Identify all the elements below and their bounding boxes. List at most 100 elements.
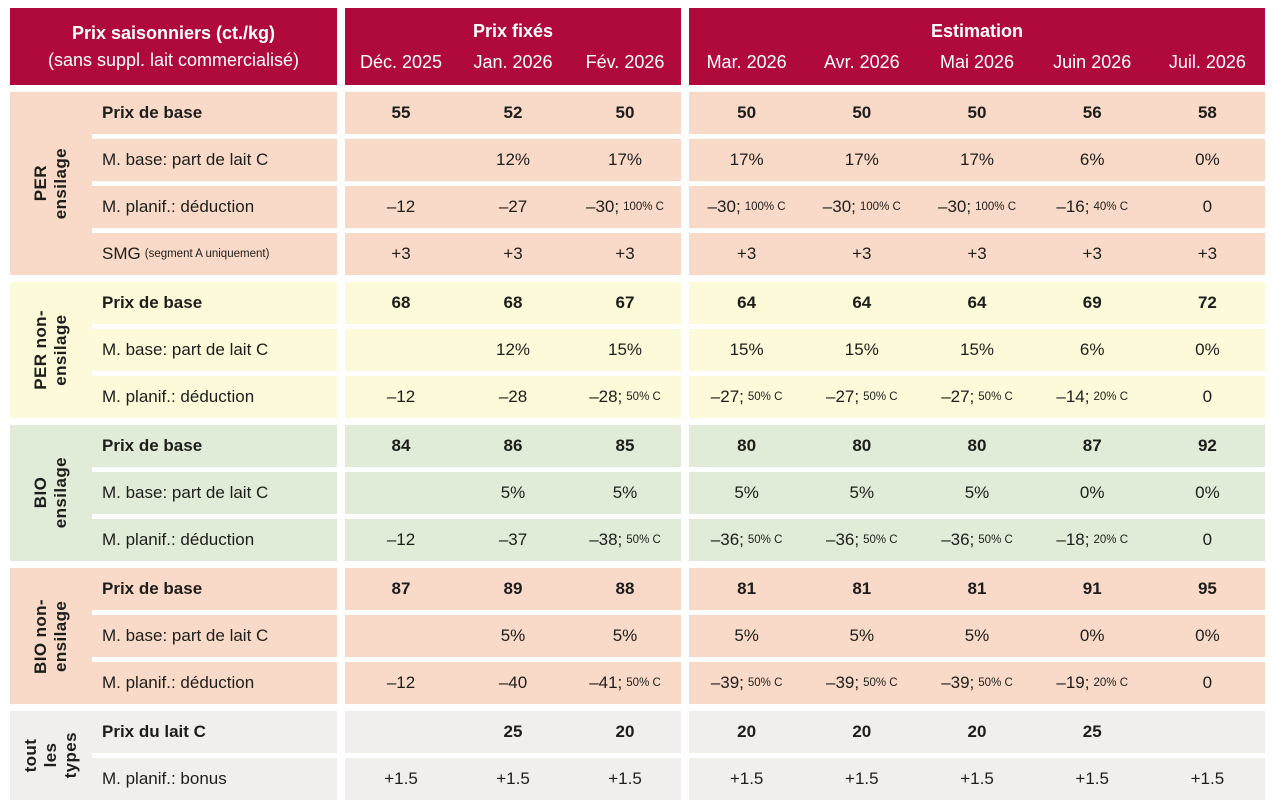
data-block-prix-fixes: +3 +3 +3: [345, 233, 681, 275]
value-suffix: 50% C: [747, 677, 783, 689]
data-cell: [345, 711, 457, 753]
table-row: M. planif.: bonus +1.5 +1.5 +1.5 +1.5 +1.5 +1.…: [92, 758, 1265, 800]
value-suffix: (segment A uniquement): [144, 248, 270, 260]
table-row: Prix de base 55 52 50 50 50 50 56 58: [92, 92, 1265, 134]
data-cell: –39; 50% C: [919, 662, 1034, 704]
table-row: M. base: part de lait C 5% 5% 5% 5% 5% 0% 0%: [92, 472, 1265, 514]
data-cell: 0%: [1079, 626, 1105, 645]
row-label: M. planif.: bonus: [92, 758, 337, 800]
data-block-estimation: 5% 5% 5% 0% 0%: [689, 615, 1265, 657]
data-block-prix-fixes: –12 –37 –38; 50% C: [345, 519, 681, 561]
row-label: Prix de base: [92, 425, 337, 467]
value-suffix: 20% C: [1093, 677, 1129, 689]
value-main: –27;: [941, 387, 975, 406]
value-main: –38;: [589, 530, 623, 549]
value-main: –39;: [825, 673, 860, 692]
data-block-estimation: 50 50 50 56 58: [689, 92, 1265, 134]
row-label: M. planif.: déduction: [92, 662, 337, 704]
row-group-per-ensilage: PER ensilage Prix de base 55 52 50 50 50 50 56 58…: [10, 92, 1265, 275]
table-row: M. base: part de lait C 5% 5% 5% 5% 5% 0% 0%: [92, 615, 1265, 657]
data-cell: +1.5: [960, 769, 994, 788]
data-cell: 20: [737, 722, 757, 741]
data-cell: 69: [1082, 293, 1102, 312]
value-main: –30;: [707, 197, 741, 216]
data-cell: +3: [391, 244, 411, 263]
data-cell: [345, 139, 457, 181]
data-cell: –39; 50% C: [804, 662, 919, 704]
data-cell: –12: [386, 197, 416, 216]
value-suffix: 50% C: [978, 677, 1013, 689]
data-cell: 68: [503, 293, 523, 312]
data-block-estimation: +3 +3 +3 +3 +3: [689, 233, 1265, 275]
value-suffix: 40% C: [1093, 201, 1129, 213]
value-main: –27;: [825, 387, 860, 406]
data-cell: –12: [386, 530, 416, 549]
estimation-months: Mar. 2026 Avr. 2026 Mai 2026 Juin 2026 Juil.…: [689, 45, 1265, 85]
data-cell: –27; 50% C: [804, 376, 919, 418]
month-header: Mar. 2026: [706, 51, 787, 72]
data-block-estimation: 80 80 80 87 92: [689, 425, 1265, 467]
data-block-prix-fixes: –12 –40 –41; 50% C: [345, 662, 681, 704]
row-group-label-box: PER non- ensilage: [10, 282, 92, 418]
value-suffix: 50% C: [863, 391, 898, 403]
data-cell: +3: [1197, 244, 1218, 263]
month-header: Juin 2026: [1053, 51, 1132, 72]
value-main: –39;: [941, 673, 975, 692]
data-block-prix-fixes: 55 52 50: [345, 92, 681, 134]
table-row: Prix du lait C 25 20 20 20 20 25: [92, 711, 1265, 753]
value-suffix: 100% C: [975, 201, 1017, 213]
data-cell: –41; 50% C: [569, 662, 681, 704]
data-cell: 0%: [1195, 483, 1220, 502]
data-cell: [345, 615, 457, 657]
data-cell: 5%: [734, 626, 759, 645]
value-main: –16;: [1056, 197, 1090, 216]
data-cell: 5%: [500, 483, 526, 502]
data-cell: 91: [1082, 579, 1102, 598]
data-cell: 80: [967, 436, 987, 455]
row-group-rows: Prix de base 84 86 85 80 80 80 87 92 M. base: par…: [92, 425, 1265, 561]
value-main: –19;: [1056, 673, 1090, 692]
data-cell: [345, 472, 457, 514]
value-suffix: 100% C: [859, 201, 901, 213]
data-cell: +1.5: [1075, 769, 1109, 788]
data-block-estimation: +1.5 +1.5 +1.5 +1.5 +1.5: [689, 758, 1265, 800]
data-cell: 12%: [495, 340, 531, 359]
data-block-estimation: 15% 15% 15% 6% 0%: [689, 329, 1265, 371]
data-cell: 5%: [612, 483, 638, 502]
data-cell: 17%: [607, 150, 643, 169]
table-subtitle: (sans suppl. lait commercialisé): [47, 50, 300, 70]
month-header: Juil. 2026: [1168, 51, 1246, 72]
data-cell: –36; 50% C: [919, 519, 1034, 561]
data-cell: 6%: [1079, 340, 1105, 359]
table-row: M. base: part de lait C 12% 17% 17% 17% 17% 6%…: [92, 139, 1265, 181]
data-cell: –39; 50% C: [689, 662, 804, 704]
data-cell: +3: [615, 244, 635, 263]
data-cell: +1.5: [845, 769, 879, 788]
month-header: Mai 2026: [939, 51, 1015, 72]
value-suffix: 100% C: [623, 201, 664, 213]
data-cell: 81: [737, 579, 757, 598]
data-cell: 88: [615, 579, 635, 598]
data-block-prix-fixes: 5% 5%: [345, 615, 681, 657]
data-cell: 81: [967, 579, 987, 598]
row-group-rows: Prix de base 55 52 50 50 50 50 56 58 M. base: par…: [92, 92, 1265, 275]
value-suffix: 50% C: [747, 534, 783, 546]
data-cell: 0: [1202, 530, 1213, 549]
table-row: Prix de base 84 86 85 80 80 80 87 92: [92, 425, 1265, 467]
row-group-rows: Prix de base 68 68 67 64 64 64 69 72 M. base: par…: [92, 282, 1265, 418]
data-cell: 0%: [1079, 483, 1105, 502]
data-cell: 6%: [1079, 150, 1105, 169]
row-label: M. base: part de lait C: [92, 139, 337, 181]
data-block-prix-fixes: +1.5 +1.5 +1.5: [345, 758, 681, 800]
data-cell: +1.5: [1190, 769, 1225, 788]
data-cell: –18; 20% C: [1035, 519, 1150, 561]
table-row: M. planif.: déduction –12 –27 –30; 100% C –30…: [92, 186, 1265, 228]
data-block-prix-fixes: –12 –28 –28; 50% C: [345, 376, 681, 418]
value-main: –27;: [710, 387, 744, 406]
data-cell: 15%: [959, 340, 995, 359]
data-cell: –36; 50% C: [689, 519, 804, 561]
data-cell: 87: [1082, 436, 1102, 455]
